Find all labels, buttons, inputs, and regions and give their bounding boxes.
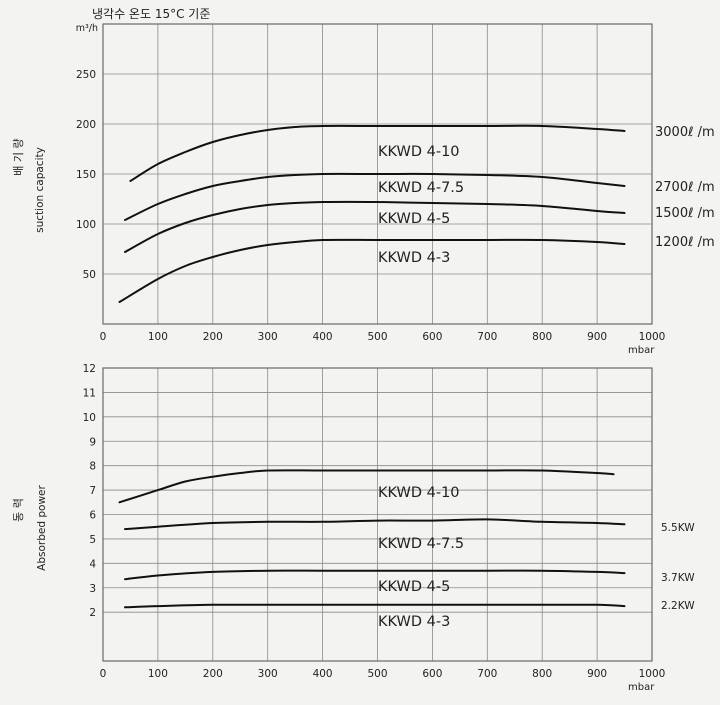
y-tick-label: 250 — [76, 69, 96, 81]
x-tick-label: 0 — [100, 668, 107, 680]
y-tick-label: 5 — [89, 534, 96, 546]
x-unit-label: mbar — [628, 682, 655, 693]
x-tick-label: 600 — [422, 668, 442, 680]
plot-frame — [102, 367, 653, 662]
series-label: KKWD 4-7.5 — [378, 536, 464, 552]
cooling-water-note: 냉각수 온도 15°C 기준 — [92, 7, 210, 21]
y-tick-label: 100 — [76, 219, 96, 231]
x-tick-label: 700 — [477, 668, 497, 680]
x-tick-label: 900 — [587, 668, 607, 680]
series-end-label: 3000ℓ /m — [655, 125, 715, 140]
y-tick-label: 9 — [89, 436, 96, 448]
y-tick-label: 6 — [89, 510, 96, 522]
y-unit-label: m³/h — [76, 23, 98, 34]
x-tick-label: 900 — [587, 331, 607, 343]
series-label: KKWD 4-5 — [378, 211, 450, 227]
series-end-label: 5.5KW — [661, 522, 695, 534]
series-end-label: 2700ℓ /m — [655, 180, 715, 195]
suction-capacity-chart: 0 100 200 300 400 500 600 700 800 900 1000 50 100 150… — [12, 23, 715, 356]
y-tick-label: 3 — [89, 583, 96, 595]
x-tick-label: 700 — [477, 331, 497, 343]
y-tick-label: 50 — [83, 269, 96, 281]
series-label: KKWD 4-3 — [378, 614, 450, 630]
x-tick-label: 500 — [367, 331, 387, 343]
series-label: KKWD 4-10 — [378, 485, 460, 501]
x-unit-label: mbar — [628, 345, 655, 356]
y-axis-label: suction capacity — [34, 147, 46, 233]
x-tick-label: 600 — [422, 331, 442, 343]
series-line — [124, 518, 626, 531]
x-tick-label: 200 — [203, 331, 223, 343]
series-line — [124, 569, 626, 581]
series-end-label: 3.7KW — [661, 572, 695, 584]
series-line — [124, 200, 626, 253]
x-tick-label: 100 — [148, 331, 168, 343]
x-tick-label: 800 — [532, 668, 552, 680]
series-line — [124, 603, 626, 609]
y-tick-label: 200 — [76, 119, 96, 131]
series-label: KKWD 4-7.5 — [378, 180, 464, 196]
series-label: KKWD 4-5 — [378, 579, 450, 595]
x-tick-label: 1000 — [639, 331, 666, 343]
series-end-label: 2.2KW — [661, 600, 695, 612]
series-line — [129, 124, 626, 182]
absorbed-power-chart: 0 100 200 300 400 500 600 700 800 900 1000 2 3 4 5 6 7 8 9… — [12, 363, 695, 693]
plot-frame — [102, 23, 653, 325]
x-tick-label: 1000 — [639, 668, 666, 680]
series-end-label: 1200ℓ /m — [655, 235, 715, 250]
y-axis-korean-label: 배 기 량 — [12, 138, 25, 175]
series-line — [118, 238, 626, 303]
x-tick-label: 400 — [313, 668, 333, 680]
x-tick-label: 0 — [100, 331, 107, 343]
x-tick-label: 800 — [532, 331, 552, 343]
series-end-label: 1500ℓ /m — [655, 206, 715, 221]
series-label: KKWD 4-3 — [378, 250, 450, 266]
series-line — [124, 172, 626, 221]
series-line — [118, 469, 615, 504]
y-tick-label: 7 — [89, 485, 96, 497]
y-tick-label: 2 — [89, 607, 96, 619]
y-axis-korean-label: 동 력 — [12, 498, 25, 522]
y-tick-label: 12 — [83, 363, 96, 375]
series-label: KKWD 4-10 — [378, 144, 460, 160]
y-axis-label: Absorbed power — [36, 484, 48, 570]
x-tick-label: 100 — [148, 668, 168, 680]
x-tick-label: 500 — [367, 668, 387, 680]
y-tick-label: 10 — [83, 412, 96, 424]
x-tick-label: 200 — [203, 668, 223, 680]
y-tick-label: 150 — [76, 169, 96, 181]
x-tick-label: 300 — [258, 331, 278, 343]
y-tick-label: 4 — [89, 558, 96, 570]
x-tick-label: 400 — [313, 331, 333, 343]
x-tick-label: 300 — [258, 668, 278, 680]
y-tick-label: 8 — [89, 461, 96, 473]
y-tick-label: 11 — [83, 387, 96, 399]
